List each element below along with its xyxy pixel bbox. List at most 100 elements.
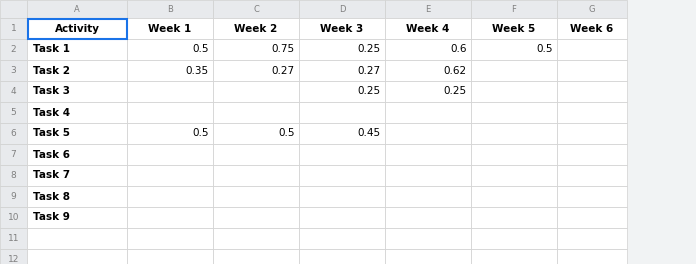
Bar	[385, 249, 471, 264]
Bar	[213, 102, 299, 123]
Bar	[557, 186, 627, 207]
Text: Task 1: Task 1	[33, 45, 70, 54]
Text: 0.62: 0.62	[444, 65, 467, 76]
Text: Activity: Activity	[54, 23, 100, 34]
Text: E: E	[425, 4, 431, 13]
Text: Week 5: Week 5	[492, 23, 536, 34]
Bar	[127, 39, 213, 60]
Bar	[471, 39, 557, 60]
Bar	[385, 186, 471, 207]
Bar	[27, 207, 127, 228]
Text: Task 6: Task 6	[33, 149, 70, 159]
Bar	[299, 165, 385, 186]
Bar	[471, 249, 557, 264]
Bar	[0, 81, 27, 102]
Bar	[213, 18, 299, 39]
Bar	[385, 207, 471, 228]
Bar	[27, 18, 127, 39]
Text: 11: 11	[8, 234, 19, 243]
Text: 4: 4	[10, 87, 16, 96]
Text: Task 9: Task 9	[33, 213, 70, 223]
Text: 0.75: 0.75	[272, 45, 295, 54]
Bar	[127, 60, 213, 81]
Text: Task 8: Task 8	[33, 191, 70, 201]
Bar	[0, 39, 27, 60]
Bar	[385, 228, 471, 249]
Text: 12: 12	[8, 255, 19, 264]
Bar	[127, 102, 213, 123]
Bar	[557, 102, 627, 123]
Text: Task 3: Task 3	[33, 87, 70, 97]
Bar	[127, 144, 213, 165]
Bar	[213, 249, 299, 264]
Bar	[385, 18, 471, 39]
Bar	[27, 123, 127, 144]
Bar	[27, 60, 127, 81]
Bar	[557, 60, 627, 81]
Text: 1: 1	[10, 24, 17, 33]
Text: Task 7: Task 7	[33, 171, 70, 181]
Bar	[0, 102, 27, 123]
Bar	[471, 186, 557, 207]
Text: 2: 2	[10, 45, 16, 54]
Bar	[471, 144, 557, 165]
Text: 3: 3	[10, 66, 17, 75]
Bar	[385, 123, 471, 144]
Bar	[27, 0, 127, 18]
Bar	[213, 228, 299, 249]
Text: 0.6: 0.6	[450, 45, 467, 54]
Text: B: B	[167, 4, 173, 13]
Bar	[213, 0, 299, 18]
Bar	[127, 228, 213, 249]
Bar	[127, 0, 213, 18]
Bar	[557, 123, 627, 144]
Text: D: D	[339, 4, 345, 13]
Text: Week 6: Week 6	[571, 23, 614, 34]
Bar	[0, 123, 27, 144]
Text: 5: 5	[10, 108, 17, 117]
Bar	[213, 144, 299, 165]
Bar	[557, 0, 627, 18]
Text: Task 2: Task 2	[33, 65, 70, 76]
Bar	[27, 165, 127, 186]
Text: 0.35: 0.35	[186, 65, 209, 76]
Text: 0.27: 0.27	[272, 65, 295, 76]
Bar	[213, 81, 299, 102]
Bar	[385, 0, 471, 18]
Bar	[471, 102, 557, 123]
Bar	[557, 165, 627, 186]
Bar	[0, 249, 27, 264]
Bar	[299, 102, 385, 123]
Text: 0.25: 0.25	[358, 45, 381, 54]
Bar	[557, 228, 627, 249]
Bar	[213, 60, 299, 81]
Text: 0.27: 0.27	[358, 65, 381, 76]
Text: Task 5: Task 5	[33, 129, 70, 139]
Bar	[0, 186, 27, 207]
Bar	[385, 81, 471, 102]
Bar	[127, 81, 213, 102]
Text: 0.5: 0.5	[193, 129, 209, 139]
Bar	[385, 102, 471, 123]
Text: F: F	[512, 4, 516, 13]
Bar	[0, 228, 27, 249]
Bar	[127, 123, 213, 144]
Bar	[213, 165, 299, 186]
Bar	[127, 186, 213, 207]
Bar	[27, 228, 127, 249]
Text: 0.5: 0.5	[537, 45, 553, 54]
Bar	[27, 144, 127, 165]
Bar	[557, 207, 627, 228]
Text: Week 1: Week 1	[148, 23, 191, 34]
Text: 0.5: 0.5	[278, 129, 295, 139]
Text: A: A	[74, 4, 80, 13]
Bar	[127, 207, 213, 228]
Bar	[299, 18, 385, 39]
Bar	[0, 0, 27, 18]
Bar	[557, 249, 627, 264]
Bar	[385, 165, 471, 186]
Text: Week 3: Week 3	[320, 23, 363, 34]
Bar	[299, 123, 385, 144]
Bar	[471, 165, 557, 186]
Bar	[385, 144, 471, 165]
